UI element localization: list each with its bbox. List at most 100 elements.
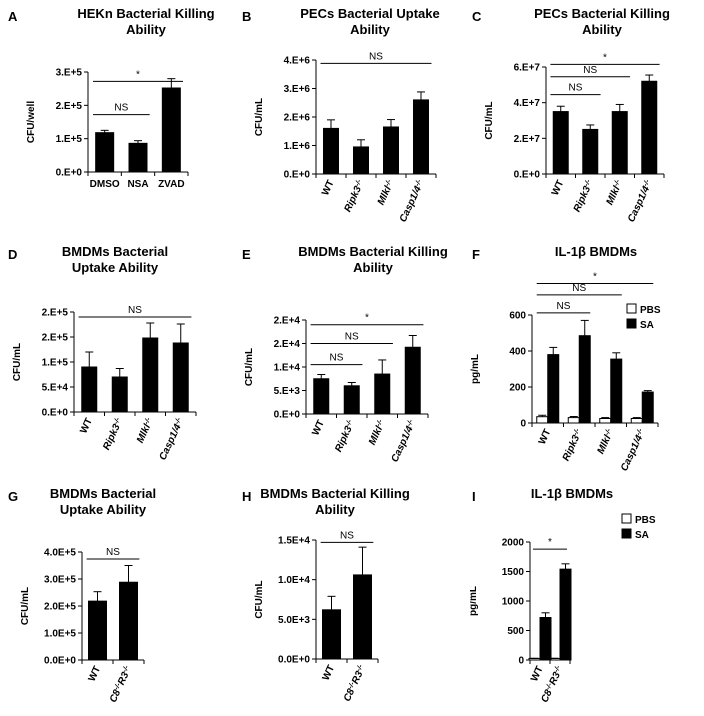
panel-letter: C	[472, 9, 482, 24]
significance-label: NS	[340, 530, 354, 541]
panel-title: BMDMs Bacterial Killing Ability	[298, 244, 448, 275]
y-tick-label: 1500	[502, 567, 525, 578]
y-tick-label: 0.E+0	[56, 168, 83, 179]
category-label: WT	[310, 419, 327, 438]
category-label: Casp1/4-/-	[397, 178, 427, 224]
bar	[95, 132, 115, 173]
category-label: WT	[78, 417, 95, 436]
legend-swatch	[621, 513, 632, 524]
y-tick-label: 1.E+4	[274, 363, 301, 374]
chart-h: 0.0E+0 5.0E+3 1.0E+4 1.5E+4 CFU/mL WTC8-/-R3-…	[254, 530, 379, 704]
y-tick-label: 6.E+7	[514, 63, 541, 74]
legend-label: SA	[635, 530, 649, 541]
category-label: C8-/-R3-/-	[539, 664, 566, 705]
bar	[599, 418, 612, 424]
bar	[81, 366, 98, 413]
category-label: Casp1/4-/-	[626, 178, 656, 224]
legend-swatch	[626, 303, 637, 314]
bar	[567, 417, 580, 424]
legend-swatch	[626, 318, 637, 329]
y-tick-label: 3.E+5	[56, 68, 83, 79]
category-label: Mlkl-/-	[604, 178, 626, 207]
category-label: WT	[87, 665, 104, 684]
y-axis-label: CFU/mL	[244, 348, 255, 386]
panel-letter: G	[8, 489, 19, 504]
panel-d: D BMDMs Bacterial Uptake Ability 0.E+0 5.…	[0, 238, 234, 478]
chart-e: 0.E+0 5.E+3 1.E+4 2.E+4 2.E+4 CFU/mL WT Ripk3-/…	[244, 313, 429, 464]
panel-title: HEKn Bacterial Killing Ability	[77, 6, 215, 37]
y-tick-label: 2.E+4	[274, 339, 301, 350]
significance-label: NS	[572, 283, 586, 294]
category-label: Casp1/4-/-	[157, 416, 187, 462]
significance-label: *	[136, 69, 140, 80]
panel-letter: F	[472, 247, 480, 262]
y-tick-label: 5.0E+3	[278, 615, 310, 626]
panel-h: H BMDMs Bacterial Killing Ability 0.0E+0…	[234, 480, 470, 716]
bar	[630, 418, 643, 424]
panel-title: PECs Bacterial Killing Ability	[534, 6, 670, 37]
y-tick-label: 2.0E+5	[44, 602, 76, 613]
category-label: ZVAD	[158, 179, 184, 190]
y-axis-label: pg/mL	[470, 586, 479, 616]
y-tick-label: 0.0E+0	[44, 656, 76, 667]
panel-g: G BMDMs Bacterial Uptake Ability 0.0E+0 1…	[0, 480, 234, 716]
bar	[119, 581, 138, 661]
y-tick-label: 3.0E+5	[44, 575, 76, 586]
y-tick-label: 0	[520, 419, 526, 430]
significance-label: *	[365, 313, 369, 324]
legend-label: PBS	[640, 305, 661, 316]
bar	[547, 354, 560, 424]
y-tick-label: 1.0E+4	[278, 575, 310, 586]
bar	[88, 600, 107, 661]
panel-c: C PECs Bacterial Killing Ability 0.E+0 2.…	[470, 0, 704, 232]
category-label: Ripk3-/-	[571, 178, 596, 214]
significance-label: NS	[569, 83, 583, 94]
category-label: DMSO	[90, 179, 120, 190]
category-label: C8-/-R3-/-	[107, 664, 134, 705]
category-label: NSA	[127, 179, 148, 190]
panel-b: B PECs Bacterial Uptake Ability 0.E+0 1.E…	[234, 0, 470, 232]
bar	[539, 617, 552, 661]
category-label: Casp1/4-/-	[619, 427, 649, 473]
bar	[322, 609, 341, 660]
y-tick-label: 5.E+4	[42, 383, 69, 394]
y-tick-label: 500	[507, 626, 524, 637]
y-tick-label: 0.E+0	[514, 170, 541, 181]
y-tick-label: 600	[509, 311, 526, 322]
significance-label: NS	[369, 51, 383, 62]
category-label: WT	[529, 665, 546, 684]
bar	[343, 385, 360, 415]
bar	[578, 335, 591, 424]
y-axis-label: CFU/mL	[254, 98, 265, 136]
panel-title: PECs Bacterial Uptake Ability	[300, 6, 440, 37]
y-tick-label: 200	[509, 383, 526, 394]
chart-f: 0 200 400 600 pg/mL WT Ripk3-/- Mlkl-/-Casp1/4-…	[470, 272, 661, 474]
significance-label: NS	[106, 547, 120, 558]
bar	[374, 373, 391, 415]
panel-f: F IL-1β BMDMs 0 200 400 600 pg/mL WT Ripk3-/- M…	[470, 238, 704, 478]
panel-title: IL-1β BMDMs	[530, 486, 614, 501]
panel-letter: B	[242, 9, 252, 24]
bar	[323, 127, 339, 175]
category-label: Ripk3-/-	[560, 427, 585, 463]
category-label: Mlkl-/-	[135, 416, 157, 445]
bar	[641, 80, 658, 175]
category-label: C8-/-R3-/-	[341, 663, 368, 704]
bar	[528, 658, 541, 661]
y-tick-label: 400	[509, 347, 526, 358]
chart-d: 0.E+0 5.E+4 1.E+5 2.E+5 2.E+5 CFU/mL WT Ripk3-/…	[12, 305, 197, 462]
y-tick-label: 2.E+5	[56, 101, 83, 112]
y-tick-label: 1.5E+4	[278, 536, 310, 547]
y-tick-label: 2.E+6	[284, 113, 311, 124]
category-label: WT	[320, 179, 337, 198]
panel-i: I IL-1β BMDMs 0 500 1000 1500 2000 pg/mL WT C8-…	[470, 480, 704, 716]
bar	[413, 99, 429, 175]
chart-c: 0.E+0 2.E+7 4.E+7 6.E+7 CFU/mL WT Ripk3-/- Mlkl…	[484, 52, 665, 224]
y-tick-label: 2.E+4	[274, 316, 301, 327]
category-label: Casp1/4-/-	[389, 418, 419, 464]
category-label: Mlkl-/-	[595, 427, 617, 456]
bar	[641, 391, 654, 424]
panel-title: IL-1β BMDMs	[554, 244, 638, 259]
panel-e: E BMDMs Bacterial Killing Ability 0.E+0 5…	[234, 238, 470, 478]
